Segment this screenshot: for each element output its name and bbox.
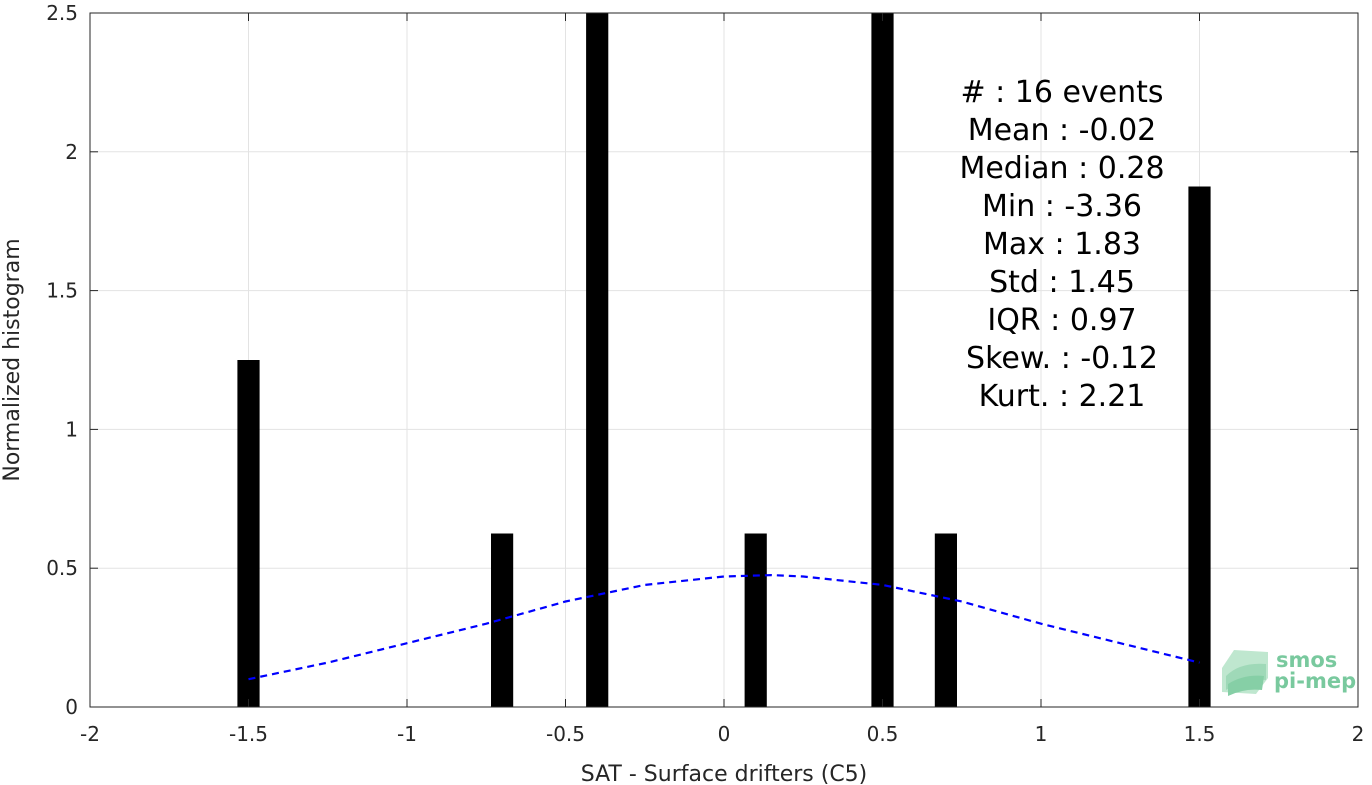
stat-line-2: Median : 0.28 bbox=[959, 151, 1164, 186]
stat-line-5: Std : 1.45 bbox=[989, 265, 1135, 300]
logo-text-smos: smos bbox=[1276, 648, 1337, 672]
x-tick-label-0: -2 bbox=[80, 722, 100, 746]
normal-fit-curve bbox=[248, 573, 1200, 681]
y-tick-label-3: 1.5 bbox=[46, 279, 78, 303]
histogram-bar-4 bbox=[871, 13, 894, 707]
x-tick-label-2: -1 bbox=[397, 722, 417, 746]
y-tick-labels: 0 0.5 1 1.5 2 2.5 bbox=[46, 1, 78, 719]
y-tick-label-5: 2.5 bbox=[46, 1, 78, 25]
logo-text-pi-mep: pi-mep bbox=[1274, 669, 1356, 693]
y-tick-label-0: 0 bbox=[65, 695, 78, 719]
x-tick-label-8: 2 bbox=[1352, 722, 1365, 746]
logo-mark-icon bbox=[1222, 650, 1268, 696]
y-tick-label-2: 1 bbox=[65, 417, 78, 441]
x-tick-label-7: 1.5 bbox=[1184, 722, 1216, 746]
y-tick-label-1: 0.5 bbox=[46, 556, 78, 580]
histogram-bar-6 bbox=[1188, 186, 1211, 707]
fit-curve-layer bbox=[248, 573, 1200, 681]
stat-line-8: Kurt. : 2.21 bbox=[979, 379, 1146, 414]
histogram-bar-0 bbox=[237, 360, 260, 707]
axes bbox=[89, 12, 1359, 708]
x-tick-label-5: 0.5 bbox=[867, 722, 899, 746]
stat-line-3: Min : -3.36 bbox=[982, 189, 1142, 224]
x-tick-label-3: -0.5 bbox=[546, 722, 585, 746]
stat-line-0: # : 16 events bbox=[960, 75, 1163, 110]
x-tick-label-1: -1.5 bbox=[229, 722, 268, 746]
x-tick-label-4: 0 bbox=[718, 722, 731, 746]
stat-line-1: Mean : -0.02 bbox=[968, 113, 1157, 148]
x-tick-labels: -2 -1.5 -1 -0.5 0 0.5 1 1.5 2 bbox=[80, 722, 1364, 746]
smos-pi-mep-logo: smos pi-mep bbox=[1222, 648, 1356, 696]
x-axis-label: SAT - Surface drifters (C5) bbox=[581, 762, 868, 785]
histogram-bar-3 bbox=[744, 533, 767, 707]
bars bbox=[237, 13, 1211, 707]
x-tick-label-6: 1 bbox=[1035, 722, 1048, 746]
y-axis-label: Normalized histogram bbox=[0, 238, 25, 481]
stat-line-6: IQR : 0.97 bbox=[987, 303, 1136, 338]
grid-lines bbox=[89, 12, 1359, 708]
y-tick-label-4: 2 bbox=[65, 140, 78, 164]
histogram-bar-5 bbox=[934, 533, 957, 707]
stat-line-4: Max : 1.83 bbox=[983, 227, 1141, 262]
histogram-bar-1 bbox=[491, 533, 514, 707]
stat-line-7: Skew. : -0.12 bbox=[966, 341, 1158, 376]
histogram-bar-2 bbox=[586, 13, 609, 707]
